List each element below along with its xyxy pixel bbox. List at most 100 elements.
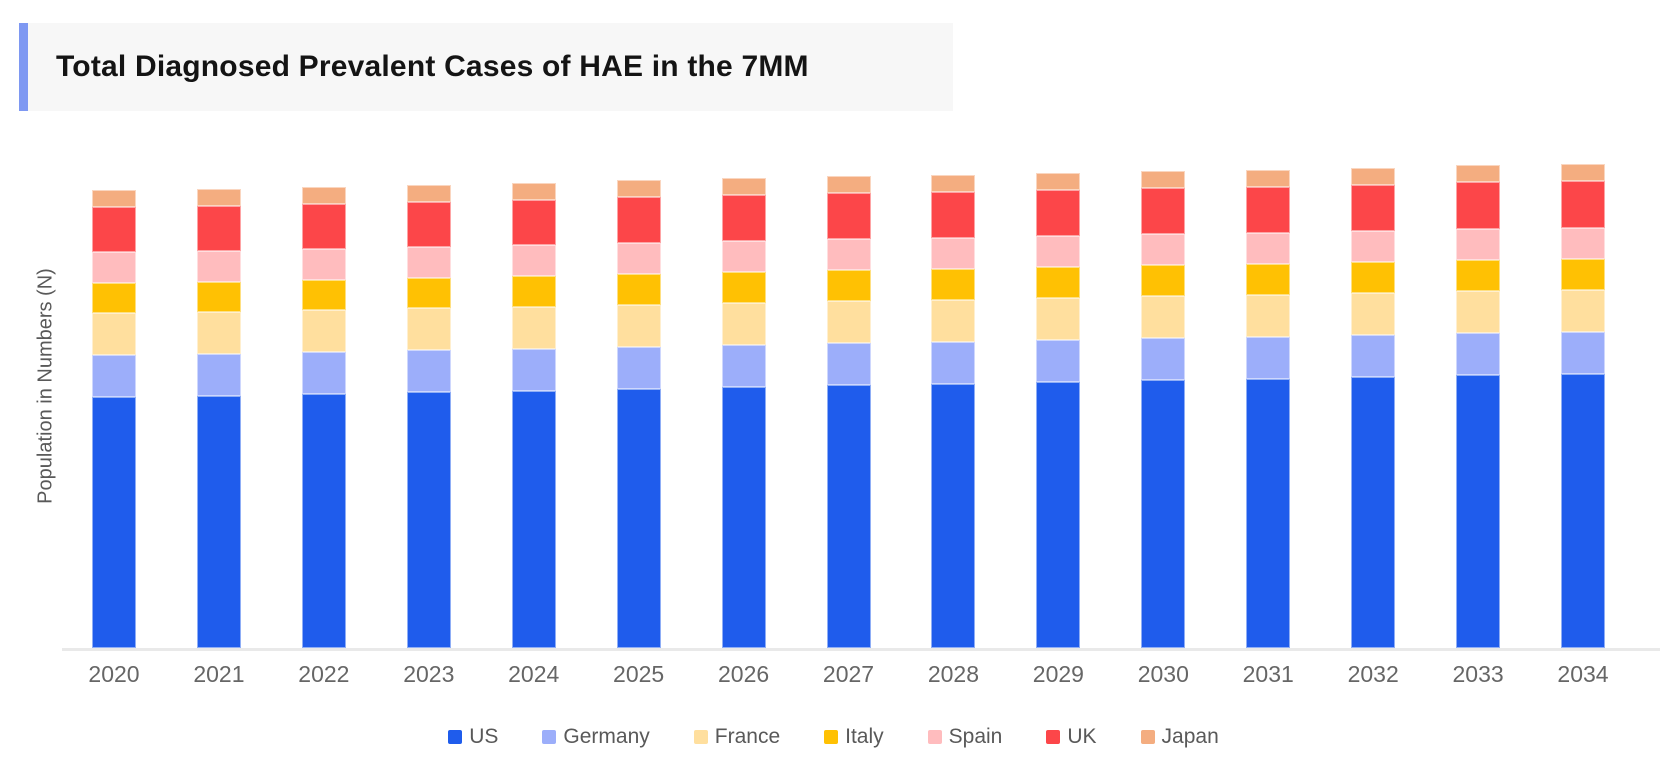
bar-segment-2022-uk[interactable] [301, 204, 346, 249]
bar-segment-2033-italy[interactable] [1456, 260, 1501, 291]
bar-segment-2030-uk[interactable] [1141, 188, 1186, 234]
bar-segment-2020-us[interactable] [92, 397, 136, 648]
bar-segment-2029-france[interactable] [1036, 298, 1081, 340]
bar-segment-2032-us[interactable] [1351, 377, 1396, 648]
bar-segment-2028-germany[interactable] [931, 342, 976, 384]
bar-segment-2024-uk[interactable] [511, 200, 556, 245]
bar-segment-2034-italy[interactable] [1561, 259, 1606, 290]
legend-item-germany[interactable]: Germany [542, 725, 650, 749]
bar-segment-2025-japan[interactable] [616, 180, 661, 197]
bar-segment-2023-italy[interactable] [406, 278, 451, 308]
bar-segment-2027-japan[interactable] [826, 176, 871, 193]
bar-segment-2025-italy[interactable] [616, 274, 661, 305]
bar-segment-2034-france[interactable] [1561, 290, 1606, 332]
bar-segment-2029-japan[interactable] [1036, 173, 1081, 190]
bar-segment-2022-spain[interactable] [301, 249, 346, 280]
bar-segment-2020-spain[interactable] [92, 252, 136, 283]
bar-segment-2025-uk[interactable] [616, 197, 661, 243]
bar-segment-2022-japan[interactable] [301, 187, 346, 204]
bar-segment-2030-us[interactable] [1141, 380, 1186, 648]
bar-segment-2028-italy[interactable] [931, 269, 976, 300]
legend-item-france[interactable]: France [693, 725, 780, 749]
bar-segment-2029-uk[interactable] [1036, 190, 1081, 236]
bar-segment-2020-germany[interactable] [92, 355, 136, 397]
bar-segment-2025-us[interactable] [616, 389, 661, 648]
bar-segment-2031-uk[interactable] [1246, 187, 1291, 233]
bar-segment-2022-france[interactable] [301, 310, 346, 352]
bar-segment-2029-spain[interactable] [1036, 236, 1081, 267]
bar-segment-2022-germany[interactable] [301, 352, 346, 394]
bar-segment-2022-italy[interactable] [301, 280, 346, 310]
bar-segment-2027-germany[interactable] [826, 343, 871, 385]
bar-segment-2033-spain[interactable] [1456, 229, 1501, 260]
bar-segment-2031-japan[interactable] [1246, 170, 1291, 187]
bar-segment-2021-germany[interactable] [196, 354, 241, 396]
bar-segment-2024-france[interactable] [511, 307, 556, 349]
bar-segment-2024-us[interactable] [511, 391, 556, 648]
bar-segment-2026-spain[interactable] [721, 241, 766, 272]
bar-segment-2024-germany[interactable] [511, 349, 556, 391]
bar-segment-2027-france[interactable] [826, 301, 871, 343]
bar-segment-2020-italy[interactable] [92, 283, 136, 313]
bar-segment-2029-us[interactable] [1036, 382, 1081, 648]
bar-segment-2027-spain[interactable] [826, 239, 871, 270]
bar-segment-2020-france[interactable] [92, 313, 136, 355]
bar-segment-2021-italy[interactable] [196, 282, 241, 312]
bar-segment-2021-spain[interactable] [196, 251, 241, 282]
bar-segment-2030-spain[interactable] [1141, 234, 1186, 265]
bar-segment-2034-uk[interactable] [1561, 181, 1606, 228]
bar-segment-2031-us[interactable] [1246, 379, 1291, 648]
bar-segment-2025-spain[interactable] [616, 243, 661, 274]
bar-segment-2026-uk[interactable] [721, 195, 766, 241]
bar-segment-2024-italy[interactable] [511, 276, 556, 307]
bar-segment-2032-france[interactable] [1351, 293, 1396, 335]
bar-segment-2034-us[interactable] [1561, 374, 1606, 648]
bar-segment-2032-germany[interactable] [1351, 335, 1396, 377]
bar-segment-2023-uk[interactable] [406, 202, 451, 247]
bar-segment-2031-germany[interactable] [1246, 337, 1291, 379]
bar-segment-2027-uk[interactable] [826, 193, 871, 239]
bar-segment-2028-uk[interactable] [931, 192, 976, 238]
bar-segment-2027-italy[interactable] [826, 270, 871, 301]
bar-segment-2032-spain[interactable] [1351, 231, 1396, 262]
bar-segment-2033-france[interactable] [1456, 291, 1501, 333]
bar-segment-2024-japan[interactable] [511, 183, 556, 200]
bar-segment-2023-us[interactable] [406, 392, 451, 648]
bar-segment-2026-france[interactable] [721, 303, 766, 345]
bar-segment-2023-spain[interactable] [406, 247, 451, 278]
legend-item-uk[interactable]: UK [1046, 725, 1097, 749]
legend-item-italy[interactable]: Italy [824, 725, 884, 749]
bar-segment-2028-spain[interactable] [931, 238, 976, 269]
bar-segment-2031-italy[interactable] [1246, 264, 1291, 295]
bar-segment-2025-germany[interactable] [616, 347, 661, 389]
bar-segment-2034-germany[interactable] [1561, 332, 1606, 374]
bar-segment-2023-japan[interactable] [406, 185, 451, 202]
legend-item-spain[interactable]: Spain [927, 725, 1002, 749]
bar-segment-2021-uk[interactable] [196, 206, 241, 251]
bar-segment-2032-italy[interactable] [1351, 262, 1396, 293]
bar-segment-2028-us[interactable] [931, 384, 976, 648]
bar-segment-2030-japan[interactable] [1141, 171, 1186, 188]
bar-segment-2032-japan[interactable] [1351, 168, 1396, 185]
bar-segment-2030-germany[interactable] [1141, 338, 1186, 380]
bar-segment-2031-spain[interactable] [1246, 233, 1291, 264]
bar-segment-2034-spain[interactable] [1561, 228, 1606, 259]
bar-segment-2022-us[interactable] [301, 394, 346, 648]
bar-segment-2029-germany[interactable] [1036, 340, 1081, 382]
bar-segment-2024-spain[interactable] [511, 245, 556, 276]
bar-segment-2033-japan[interactable] [1456, 165, 1501, 182]
bar-segment-2020-japan[interactable] [92, 190, 136, 207]
legend-item-us[interactable]: US [448, 725, 498, 749]
bar-segment-2021-france[interactable] [196, 312, 241, 354]
bar-segment-2026-japan[interactable] [721, 178, 766, 195]
bar-segment-2021-japan[interactable] [196, 189, 241, 206]
bar-segment-2033-us[interactable] [1456, 375, 1501, 648]
bar-segment-2026-us[interactable] [721, 387, 766, 648]
bar-segment-2027-us[interactable] [826, 385, 871, 648]
bar-segment-2021-us[interactable] [196, 396, 241, 648]
bar-segment-2023-france[interactable] [406, 308, 451, 350]
bar-segment-2034-japan[interactable] [1561, 164, 1606, 181]
legend-item-japan[interactable]: Japan [1140, 725, 1219, 749]
bar-segment-2020-uk[interactable] [92, 207, 136, 252]
bar-segment-2030-france[interactable] [1141, 296, 1186, 338]
